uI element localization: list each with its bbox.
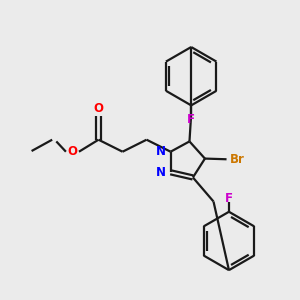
Text: O: O [67,145,77,158]
Text: F: F [225,192,233,205]
Text: Br: Br [230,153,245,166]
Text: F: F [187,112,195,126]
Text: N: N [156,167,166,179]
Text: O: O [94,102,103,115]
Text: N: N [156,145,166,158]
